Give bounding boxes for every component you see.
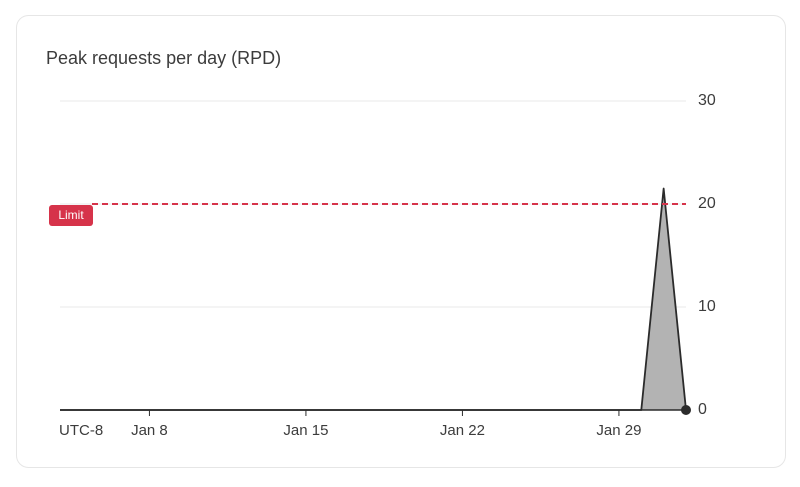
area-line xyxy=(60,187,687,411)
y-tick-label: 10 xyxy=(698,298,716,315)
card-border xyxy=(16,15,786,468)
x-tick-label: Jan 29 xyxy=(596,422,641,439)
y-tick-label: 20 xyxy=(698,195,716,212)
y-tick-label: 30 xyxy=(698,92,716,109)
y-tick-label: 0 xyxy=(698,401,707,418)
chart-title: Peak requests per day (RPD) xyxy=(46,48,281,68)
timezone-label: UTC-8 xyxy=(59,422,103,439)
x-tick-label: Jan 8 xyxy=(131,422,168,439)
limit-label: Limit xyxy=(58,208,84,222)
last-point xyxy=(681,405,691,415)
x-tick-label: Jan 22 xyxy=(440,422,485,439)
limit-badge xyxy=(49,205,93,226)
x-tick-label: Jan 15 xyxy=(283,422,328,439)
